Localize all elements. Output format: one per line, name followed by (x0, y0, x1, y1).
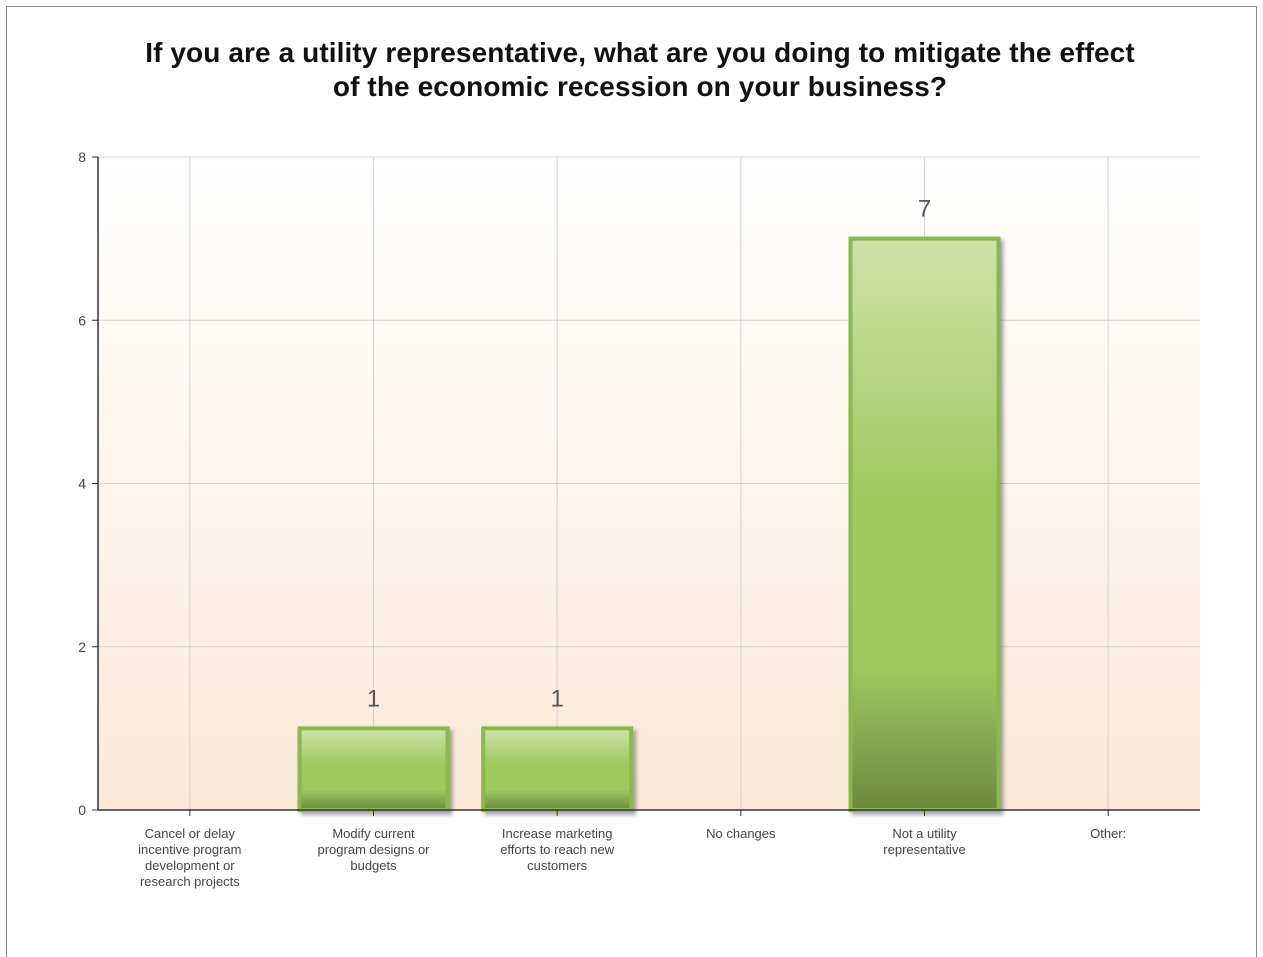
y-tick-label: 6 (78, 312, 86, 328)
bar (851, 239, 999, 810)
x-tick-label-line: Increase marketing (502, 826, 613, 841)
x-tick-label-line: research projects (140, 874, 240, 889)
y-tick-label: 2 (78, 639, 86, 655)
bar (300, 728, 448, 810)
x-tick-label: Modify current program designs or budgets (318, 826, 431, 873)
y-tick-label: 8 (78, 149, 86, 165)
x-tick-label-line: program designs or (318, 842, 431, 857)
data-label: 7 (918, 196, 931, 223)
x-tick-label-line: development or (145, 858, 235, 873)
x-tick-label: Not a utility representative (883, 826, 965, 857)
data-label: 1 (367, 685, 380, 712)
x-tick-label-line: efforts to reach new (500, 842, 615, 857)
x-tick-label-line: Modify current (332, 826, 415, 841)
x-tick-label: No changes (706, 826, 776, 841)
x-tick-label-line: Other: (1090, 826, 1126, 841)
x-tick-label-line: incentive program (138, 842, 241, 857)
x-tick-label-line: customers (527, 858, 587, 873)
x-tick-label-line: budgets (350, 858, 397, 873)
bar (483, 728, 631, 810)
y-tick-label: 4 (78, 476, 86, 492)
x-tick-label: Other: (1090, 826, 1126, 841)
y-tick-label: 0 (78, 802, 86, 818)
x-tick-label: Increase marketing efforts to reach new cu… (500, 826, 615, 873)
x-tick-label-line: Not a utility (892, 826, 957, 841)
x-tick-label-line: No changes (706, 826, 776, 841)
x-tick-label-line: Cancel or delay (145, 826, 236, 841)
data-label: 1 (550, 685, 563, 712)
x-tick-label: Cancel or delay incentive program developm… (138, 826, 241, 889)
x-tick-label-line: representative (883, 842, 965, 857)
